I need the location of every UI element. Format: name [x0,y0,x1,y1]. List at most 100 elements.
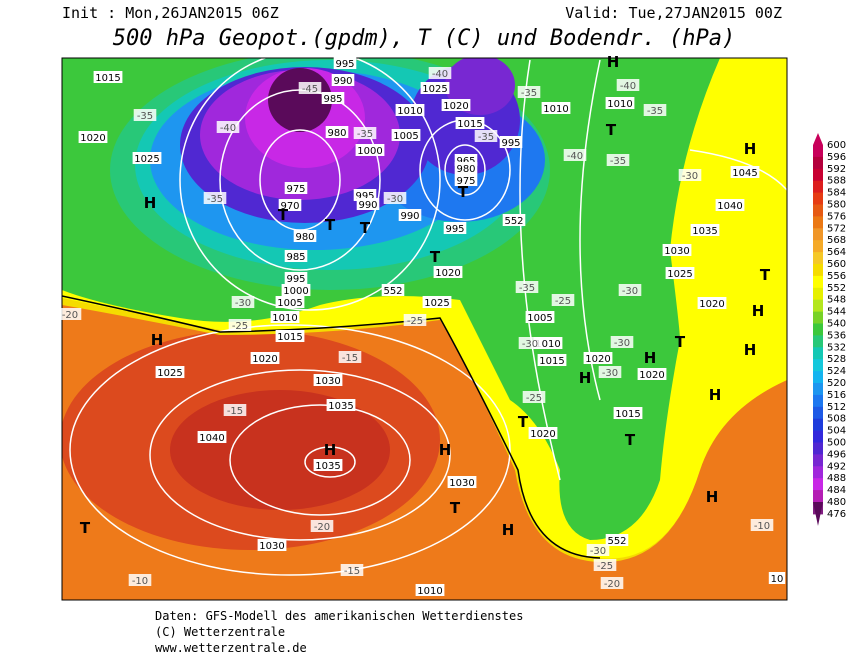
label-box [613,407,643,419]
temperature-label: -35 [478,132,494,143]
label-box [443,222,467,234]
temperature-label: -35 [207,194,223,205]
colorbar-swatch [813,466,823,479]
high-marker: H [744,341,757,359]
colorbar-label: 572 [827,223,846,234]
label-box [331,74,355,86]
colorbar-label: 600 [827,140,846,151]
isobar-label: 1010 [417,586,442,597]
temperature-label: -35 [521,88,537,99]
label-box [133,109,157,121]
isobar-label: 1015 [539,356,564,367]
colorbar-swatch [813,168,823,182]
isobar-label: 1020 [80,133,105,144]
label-box [250,352,280,364]
isobar-label: 1010 [543,104,568,115]
label-box [610,336,634,348]
isobar-label: 1000 [283,286,308,297]
label-box [454,174,478,186]
label-box [197,431,227,443]
high-marker: H [644,349,657,367]
label-box [284,182,308,194]
label-box [355,144,385,156]
temperature-label: -35 [647,106,663,117]
colorbar-swatch [813,359,823,372]
temperature-label: -20 [62,310,78,321]
label-box [605,97,635,109]
label-box [499,136,523,148]
isobar-label: 1025 [134,154,159,165]
isobar-label: 1020 [699,299,724,310]
label-box [132,152,162,164]
temperature-label: -15 [227,406,243,417]
isobar-label: 1015 [95,73,120,84]
high-marker: H [706,488,719,506]
label-box [395,104,425,116]
isobar-label: 1020 [252,354,277,365]
temperature-label: -30 [235,298,251,309]
label-box [321,92,345,104]
high-marker: H [324,441,337,459]
label-box [284,250,308,262]
low-marker: T [325,216,336,234]
isobar-label: 1005 [277,298,302,309]
low-marker: T [675,333,686,351]
isobar-label: 1005 [527,313,552,324]
temperature-label: -40 [432,69,448,80]
colorbar-swatch [813,252,823,265]
isobar-label: 1040 [717,201,742,212]
map-labels: 101510201025H-35-40-45985990995980975970… [58,53,786,597]
colorbar-label: 520 [827,378,846,389]
colorbar-label: 504 [827,426,846,437]
isobar-label: 1010 [397,106,422,117]
temperature-label: -40 [620,81,636,92]
temperature-label: -35 [610,156,626,167]
label-box [403,314,427,326]
label-box [697,297,727,309]
colorbar-label: 516 [827,390,846,401]
temperature-label: -25 [555,296,571,307]
colorbar-label: 588 [827,176,846,187]
temperature-label: -30 [522,339,538,350]
colorbar-label: 484 [827,485,846,496]
label-box [515,281,539,293]
temperature-label: -30 [590,546,606,557]
colorbar-label: 528 [827,354,846,365]
isobar-label: 990 [400,211,419,222]
colorbar-swatch [813,228,823,241]
temperature-label: -10 [754,521,770,532]
isobar-label: 985 [286,252,305,263]
colorbar-swatch [813,216,823,229]
label-box [391,129,421,141]
label-box [325,126,349,138]
footer-url: www.wetterzentrale.de [155,641,307,655]
label-box [455,117,485,129]
isobar-label: 1020 [585,354,610,365]
temperature-label: -45 [302,84,318,95]
high-marker: H [502,521,515,539]
label-box [600,577,624,589]
isobar-label: 1025 [667,269,692,280]
label-box [502,214,526,226]
colorbar-swatch [813,204,823,217]
isobar-label: 1035 [315,461,340,472]
label-box [58,308,82,320]
isobar-label: 1040 [199,433,224,444]
isobar-label: 990 [358,200,377,211]
temperature-label: -25 [597,561,613,572]
isobar-label: 980 [456,164,475,175]
isobar-label: 1045 [732,168,757,179]
colorbar-swatch [813,240,823,253]
label-box [474,130,498,142]
colorbar-swatch [813,287,823,301]
colorbar-label: 568 [827,235,846,246]
colorbar-label: 524 [827,366,846,377]
isobar-label: 1030 [449,478,474,489]
label-box [381,284,405,296]
low-marker: T [278,206,289,224]
label-box [517,86,541,98]
colorbar-swatch [813,275,823,289]
label-box [586,544,610,556]
label-box [593,559,617,571]
colorbar-swatch [813,180,823,194]
